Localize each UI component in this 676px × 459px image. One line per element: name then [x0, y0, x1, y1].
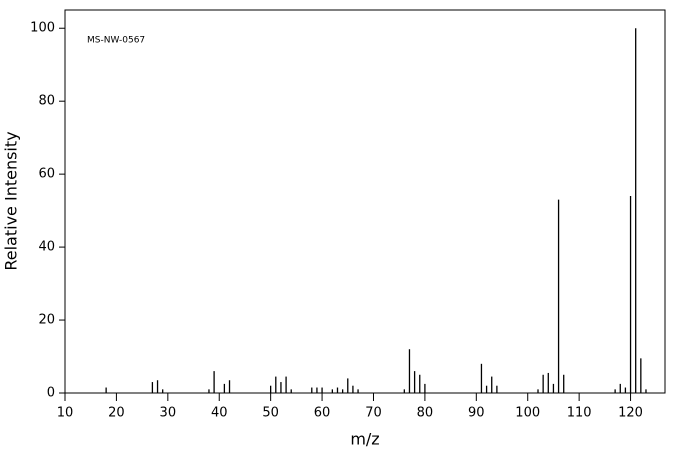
x-tick-label: 120: [618, 406, 643, 421]
y-axis-label: Relative Intensity: [2, 131, 21, 270]
x-tick-label: 40: [211, 406, 228, 421]
y-tick-label: 20: [38, 313, 55, 328]
x-tick-label: 20: [108, 406, 125, 421]
y-tick-label: 100: [30, 21, 55, 36]
y-tick-label: 60: [38, 167, 55, 182]
y-tick-label: 0: [47, 386, 55, 401]
x-tick-label: 70: [365, 406, 382, 421]
x-tick-label: 50: [262, 406, 279, 421]
plot-frame: [64, 9, 666, 394]
x-tick-label: 80: [417, 406, 434, 421]
x-tick-label: 30: [160, 406, 177, 421]
x-tick-label: 90: [468, 406, 485, 421]
y-tick-label: 40: [38, 240, 55, 255]
y-tick-label: 80: [38, 94, 55, 109]
x-tick-label: 60: [314, 406, 331, 421]
x-tick-label: 10: [57, 406, 74, 421]
x-axis-label: m/z: [350, 430, 379, 449]
x-tick-label: 100: [515, 406, 540, 421]
x-tick-label: 110: [567, 406, 592, 421]
annotation: MS-NW-0567: [87, 36, 145, 46]
